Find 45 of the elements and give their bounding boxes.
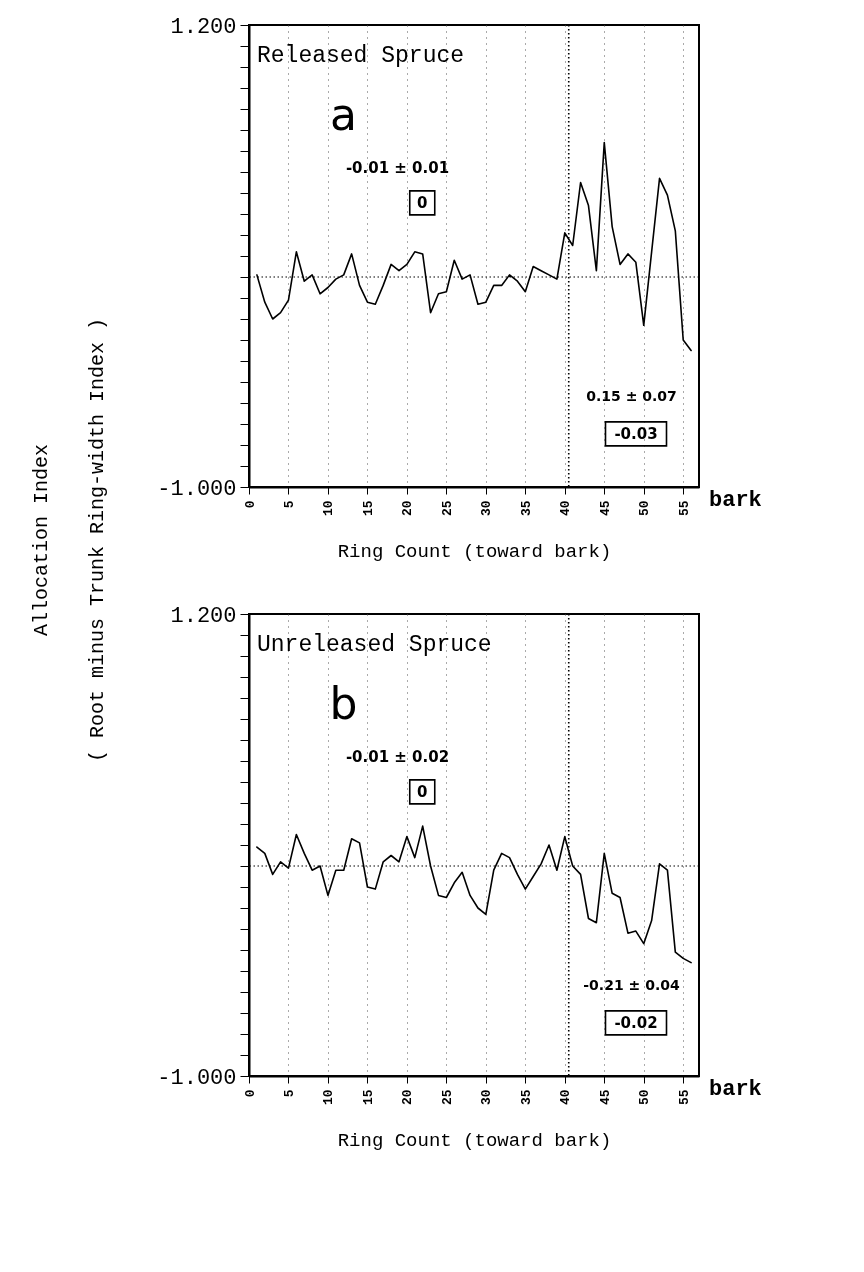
x-tick-label: 25	[439, 500, 455, 517]
annotation: -0.03	[614, 424, 658, 443]
x-tick-label: 5	[281, 1089, 297, 1098]
x-tick-label: 0	[242, 1089, 258, 1098]
x-tick-label: 20	[400, 500, 416, 517]
x-tick-label: 45	[597, 500, 613, 517]
annotation: a	[330, 89, 357, 141]
annotation: b	[329, 678, 358, 730]
annotation: 0	[417, 193, 428, 212]
annotation: -0.21 ± 0.04	[583, 976, 680, 993]
x-tick-label: 55	[676, 500, 692, 517]
x-tick-label: 30	[479, 500, 495, 517]
annotation: -0.02	[614, 1013, 658, 1032]
annotation: 0	[417, 782, 428, 801]
x-tick-label: 50	[637, 1089, 653, 1106]
annotation: 0.15 ± 0.07	[586, 387, 677, 404]
y-tick-label: -1.000	[157, 476, 237, 502]
annotation: -0.01 ± 0.01	[345, 159, 450, 178]
x-tick-label: 20	[400, 1089, 416, 1106]
x-tick-label: 10	[321, 500, 337, 517]
text: Released Spruce	[257, 43, 465, 69]
x-tick-label: 5	[281, 500, 297, 509]
x-tick-label: 10	[321, 1089, 337, 1106]
text: bark	[709, 1077, 762, 1102]
x-tick-label: 40	[558, 1089, 574, 1106]
x-axis-title: Ring Count (toward bark)	[337, 1130, 612, 1153]
annotation: -0.01 ± 0.02	[345, 748, 450, 767]
y-tick-label: 1.200	[170, 14, 237, 40]
x-tick-label: 15	[360, 500, 376, 517]
x-axis-title: Ring Count (toward bark)	[337, 541, 612, 564]
x-tick-label: 40	[558, 500, 574, 517]
y-tick-label: -1.000	[157, 1065, 237, 1091]
x-tick-label: 35	[518, 500, 534, 517]
text: bark	[709, 488, 762, 513]
x-tick-label: 0	[242, 500, 258, 509]
x-tick-label: 55	[676, 1089, 692, 1106]
x-tick-label: 35	[518, 1089, 534, 1106]
x-tick-label: 50	[637, 500, 653, 517]
x-tick-label: 30	[479, 1089, 495, 1106]
x-tick-label: 25	[439, 1089, 455, 1106]
text: Unreleased Spruce	[257, 632, 492, 658]
x-tick-label: 45	[597, 1089, 613, 1106]
y-tick-label: 1.200	[170, 603, 237, 629]
x-tick-label: 15	[360, 1089, 376, 1106]
text: Allocation Index ( Root minus Trunk Ring-width Index )	[30, 317, 110, 763]
